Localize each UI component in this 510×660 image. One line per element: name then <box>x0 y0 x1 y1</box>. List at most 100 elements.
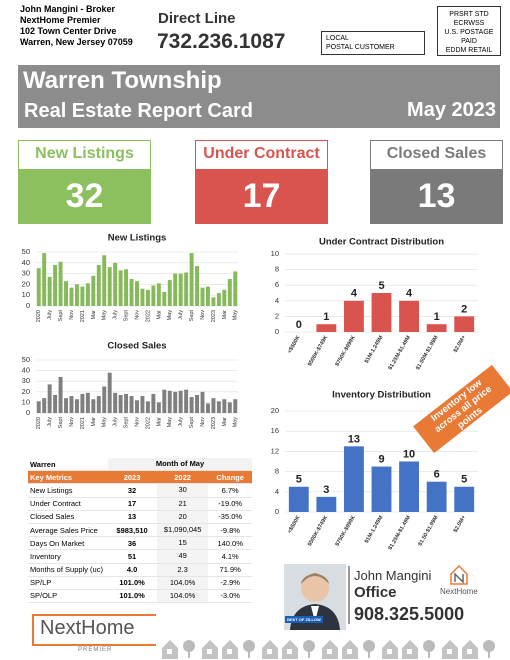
table-cell: 4.1% <box>221 551 239 561</box>
bar <box>47 276 52 306</box>
tree-trunk <box>188 650 190 658</box>
brand: NextHome <box>440 587 478 596</box>
tree-trunk <box>248 650 250 658</box>
bar <box>206 286 210 306</box>
table-cell: 2.3 <box>156 563 209 576</box>
data-label: 2 <box>461 303 467 315</box>
x-tick-label: Mar <box>222 310 228 320</box>
y-tick-label: 6 <box>275 280 279 289</box>
x-tick-label: Sept <box>124 417 130 429</box>
x-tick-label: <$500K <box>287 515 302 535</box>
tree <box>303 640 315 652</box>
table-cell: 21 <box>156 497 209 510</box>
y-tick-label: 0 <box>26 301 30 310</box>
agent-phone: 908.325.5000 <box>354 604 465 624</box>
bar <box>47 384 52 413</box>
x-tick-label: 2021 <box>80 417 86 429</box>
bar <box>178 273 183 306</box>
x-tick-label: $2.0M+ <box>453 335 467 354</box>
x-tick-label: 2020 <box>36 310 42 322</box>
x-tick-label: Sept <box>124 310 130 322</box>
table-cell: -3.0% <box>220 591 240 601</box>
data-label: 1 <box>323 311 329 323</box>
table-cell: 30 <box>156 484 209 497</box>
recipient-box: LOCAL POSTAL CUSTOMER <box>321 31 425 55</box>
data-label: 10 <box>403 448 415 460</box>
table-header-cell: Key Metrics <box>30 472 73 482</box>
y-tick-label: 4 <box>275 296 279 305</box>
bar <box>233 271 238 306</box>
x-tick-label: Mar <box>222 417 228 427</box>
window <box>267 649 272 654</box>
table-cell: -9.8% <box>220 525 240 535</box>
phone: 732.236.1087 <box>157 30 286 53</box>
stat-label: Closed Sales <box>386 145 487 162</box>
data-label: 9 <box>378 453 384 465</box>
stat-fill: 17 <box>196 169 327 223</box>
y-tick-label: 0 <box>275 327 279 336</box>
logo-name: NextHome <box>40 617 135 639</box>
table-row: Days On Market 36 15 140.0% <box>28 537 252 551</box>
x-tick-label: <$500K <box>287 335 302 355</box>
x-tick-label: 2023 <box>211 417 217 429</box>
bar <box>151 285 156 306</box>
table-cell: 32 <box>127 485 137 495</box>
chart-title: New Listings <box>108 233 167 244</box>
recipient-line: POSTAL CUSTOMER <box>326 44 395 51</box>
bar <box>53 264 58 306</box>
stat-label: New Listings <box>35 145 134 162</box>
bar <box>64 281 68 306</box>
data-label: 5 <box>296 474 302 486</box>
bar <box>162 291 167 306</box>
data-label: 6 <box>434 469 440 481</box>
bar <box>36 268 41 306</box>
x-tick-label: July <box>178 310 184 320</box>
window <box>467 649 472 654</box>
postage-line: ECRWSS <box>453 20 485 27</box>
sender: John Mangini - Broker NextHome Premier 1… <box>20 4 133 48</box>
bar <box>454 486 475 512</box>
stat-fill: 32 <box>19 169 150 223</box>
table-cell: -19.0% <box>218 499 243 509</box>
table-cell: 51 <box>127 551 137 561</box>
bar <box>80 286 85 306</box>
y-tick-label: 50 <box>22 247 30 256</box>
x-tick-label: May <box>233 417 239 428</box>
x-tick-label: May <box>167 310 173 321</box>
chart-title: Inventory Distribution <box>332 390 431 401</box>
bar <box>91 275 96 306</box>
table-cell: 140.0% <box>217 538 243 548</box>
table-row: Inventory 51 49 4.1% <box>28 550 252 564</box>
y-tick-label: 20 <box>271 406 279 415</box>
data-label: 4 <box>351 288 358 300</box>
recipient-line: LOCAL <box>326 35 349 42</box>
bar <box>69 287 74 306</box>
agent-name: John Mangini <box>354 568 432 583</box>
x-tick-label: 2022 <box>145 310 151 322</box>
x-tick-label: July <box>113 417 119 427</box>
stat-fill: 13 <box>371 169 502 223</box>
x-tick-label: $750K-$999K <box>335 335 357 368</box>
bar <box>173 273 178 306</box>
data-label: 13 <box>348 433 360 445</box>
stat-box: Under Contract 17 <box>195 140 328 224</box>
window <box>387 649 392 654</box>
y-tick-label: 12 <box>271 446 279 455</box>
tree <box>183 640 195 652</box>
bar <box>371 293 392 332</box>
bar <box>173 391 178 413</box>
bar <box>107 372 112 413</box>
bar <box>74 399 79 413</box>
bar <box>124 393 129 413</box>
bar <box>426 481 447 512</box>
table-cell: 49 <box>156 550 209 563</box>
bar <box>167 280 172 306</box>
table-cell: Inventory <box>30 551 61 561</box>
x-tick-label: Mar <box>91 310 97 320</box>
x-tick-label: July <box>178 417 184 427</box>
window <box>327 649 332 654</box>
bar <box>233 399 238 413</box>
bar <box>140 288 145 306</box>
y-tick-label: 8 <box>275 467 279 476</box>
